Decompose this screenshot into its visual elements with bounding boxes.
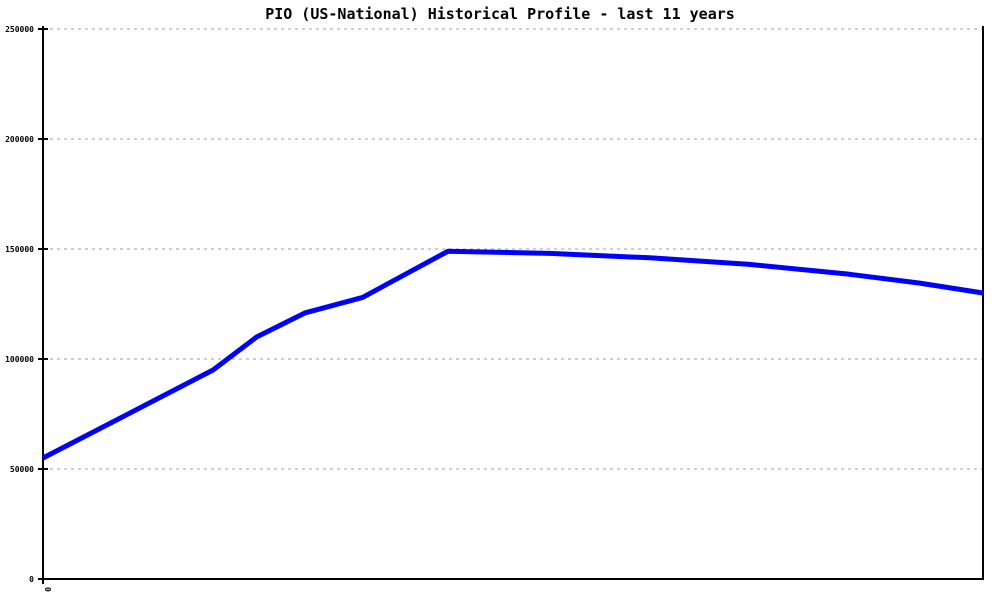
y-tick-label: 250000: [5, 25, 34, 34]
y-tick-label: 150000: [5, 245, 34, 254]
y-tick-label: 100000: [5, 355, 34, 364]
x-tick-label: 0: [43, 587, 52, 592]
y-tick-label: 200000: [5, 135, 34, 144]
data-line: [41, 248, 984, 461]
y-tick-label: 50000: [10, 465, 34, 474]
y-tick-label: 0: [29, 575, 34, 584]
chart-title: PIO (US-National) Historical Profile - l…: [265, 5, 735, 23]
